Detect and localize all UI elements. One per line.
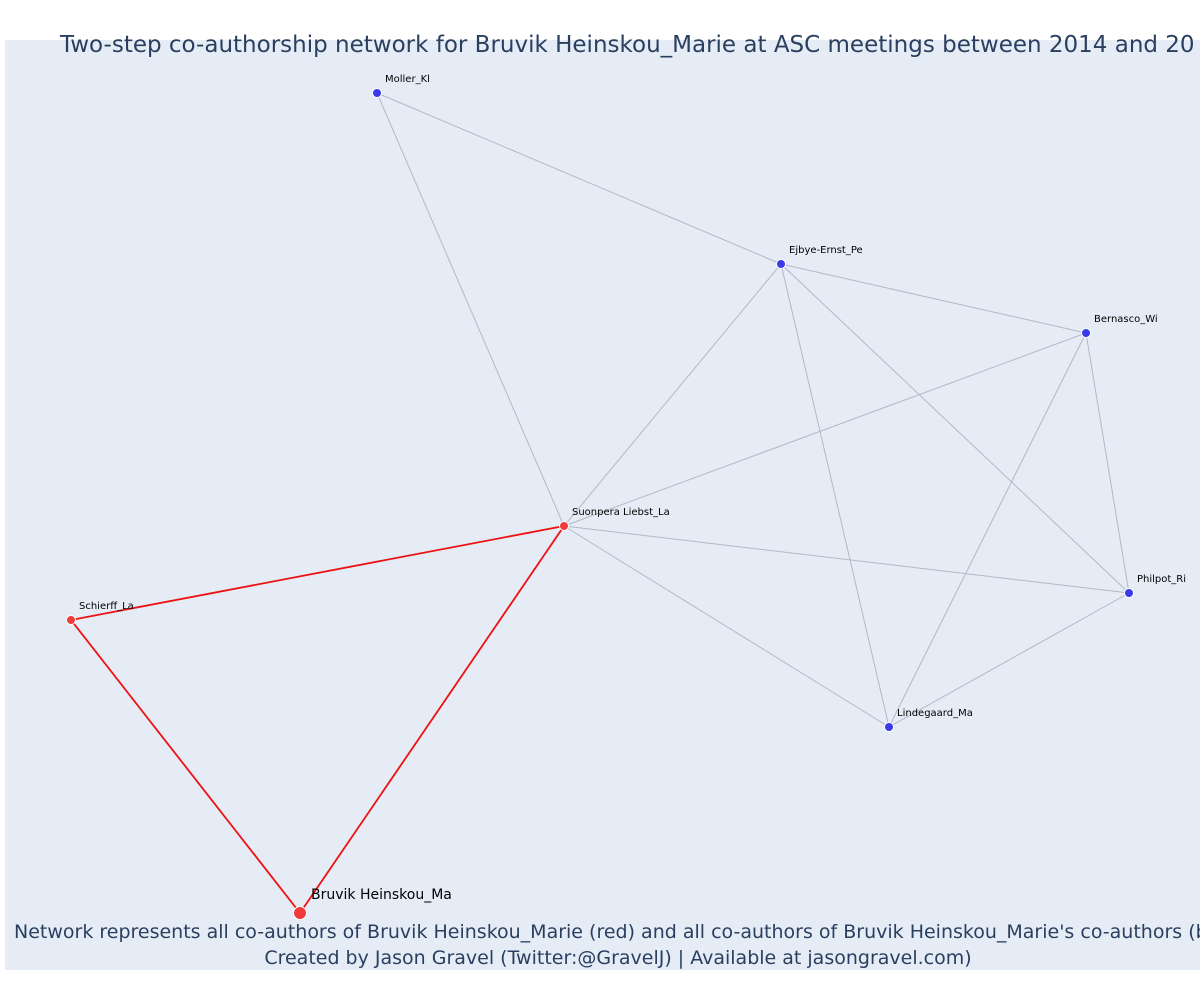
footer-line: Created by Jason Gravel (Twitter:@Gravel… bbox=[264, 947, 971, 969]
node-label: Suonpera Liebst_La bbox=[572, 507, 670, 518]
node-label: Philpot_Ri bbox=[1137, 574, 1186, 585]
node bbox=[372, 88, 382, 98]
edge bbox=[563, 332, 1087, 527]
node bbox=[884, 722, 894, 732]
edge bbox=[563, 263, 782, 527]
node-label: Schierff_La bbox=[79, 601, 134, 612]
footer-line: Network represents all co-authors of Bru… bbox=[14, 921, 1200, 943]
node-label: Bernasco_Wi bbox=[1094, 314, 1158, 325]
edge bbox=[780, 263, 890, 728]
edge bbox=[888, 592, 1130, 728]
edge bbox=[376, 92, 782, 265]
plot-background bbox=[5, 40, 1200, 970]
edge-red bbox=[70, 619, 301, 914]
node bbox=[66, 615, 76, 625]
edge bbox=[563, 525, 1130, 594]
edge-red bbox=[70, 525, 565, 621]
node bbox=[1124, 588, 1134, 598]
node-label: Lindegaard_Ma bbox=[897, 708, 973, 719]
node bbox=[776, 259, 786, 269]
edge bbox=[780, 263, 1087, 334]
edge bbox=[563, 525, 890, 728]
edge bbox=[376, 92, 565, 527]
node-label: Bruvik Heinskou_Ma bbox=[311, 887, 452, 903]
edge-red bbox=[299, 525, 565, 914]
edges bbox=[70, 92, 1130, 914]
edge bbox=[888, 332, 1087, 728]
node bbox=[559, 521, 569, 531]
nodes: Moller_Kl Ejbye-Ernst_Pe Bernasco_Wi Suonpe… bbox=[66, 74, 1186, 920]
edge bbox=[1085, 332, 1130, 594]
node-label: Moller_Kl bbox=[385, 74, 430, 85]
edge bbox=[780, 263, 1130, 594]
node bbox=[1081, 328, 1091, 338]
title: Two-step co-authorship network for Bruvi… bbox=[59, 32, 1195, 58]
node-label: Ejbye-Ernst_Pe bbox=[789, 245, 863, 256]
node bbox=[293, 906, 307, 920]
